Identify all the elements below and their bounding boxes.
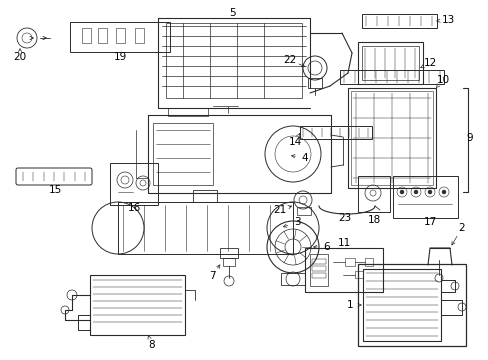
Text: 10: 10: [436, 75, 448, 85]
Text: 14: 14: [288, 137, 301, 147]
Bar: [392, 176, 457, 218]
Text: 23: 23: [338, 213, 351, 223]
Bar: [153, 123, 213, 185]
Bar: [307, 78, 321, 88]
Text: 4: 4: [301, 153, 307, 163]
Bar: [345, 258, 354, 266]
Bar: [354, 271, 362, 278]
Text: 9: 9: [466, 133, 472, 143]
Bar: [305, 248, 382, 292]
Bar: [361, 14, 436, 28]
Bar: [165, 23, 302, 98]
Circle shape: [427, 190, 431, 194]
Text: 12: 12: [423, 58, 436, 68]
Text: 2: 2: [458, 223, 465, 233]
Bar: [311, 259, 325, 264]
Text: 17: 17: [423, 217, 436, 227]
Text: 15: 15: [48, 185, 61, 195]
Text: 7: 7: [208, 271, 215, 281]
Text: 18: 18: [366, 215, 380, 225]
Text: 5: 5: [229, 8, 236, 18]
Bar: [281, 273, 305, 285]
Circle shape: [413, 190, 417, 194]
Bar: [223, 258, 235, 266]
Text: 22: 22: [283, 55, 296, 65]
Text: 8: 8: [148, 340, 155, 350]
Bar: [98, 28, 107, 43]
Text: 1: 1: [346, 300, 353, 310]
Bar: [299, 126, 371, 139]
Text: 20: 20: [13, 52, 26, 62]
Bar: [82, 28, 91, 43]
Bar: [357, 176, 389, 212]
Bar: [110, 163, 158, 205]
Bar: [357, 264, 465, 346]
Bar: [364, 258, 372, 266]
Text: 6: 6: [323, 242, 329, 252]
Bar: [350, 91, 432, 185]
Text: 13: 13: [441, 15, 454, 25]
Bar: [296, 207, 310, 215]
Bar: [220, 248, 238, 258]
Circle shape: [399, 190, 403, 194]
Text: 16: 16: [127, 203, 141, 213]
Bar: [135, 28, 143, 43]
Bar: [362, 269, 440, 341]
Bar: [357, 42, 422, 84]
Text: 21: 21: [273, 205, 286, 215]
Bar: [193, 190, 217, 202]
Bar: [361, 46, 418, 80]
Text: 3: 3: [293, 217, 300, 227]
Text: 19: 19: [113, 52, 126, 62]
Bar: [309, 254, 327, 286]
Circle shape: [441, 190, 445, 194]
Bar: [90, 275, 184, 335]
Bar: [311, 266, 325, 271]
Bar: [347, 88, 435, 188]
Bar: [116, 28, 125, 43]
Bar: [339, 70, 443, 84]
Bar: [311, 273, 325, 278]
Text: 11: 11: [337, 238, 350, 248]
Bar: [70, 22, 170, 52]
